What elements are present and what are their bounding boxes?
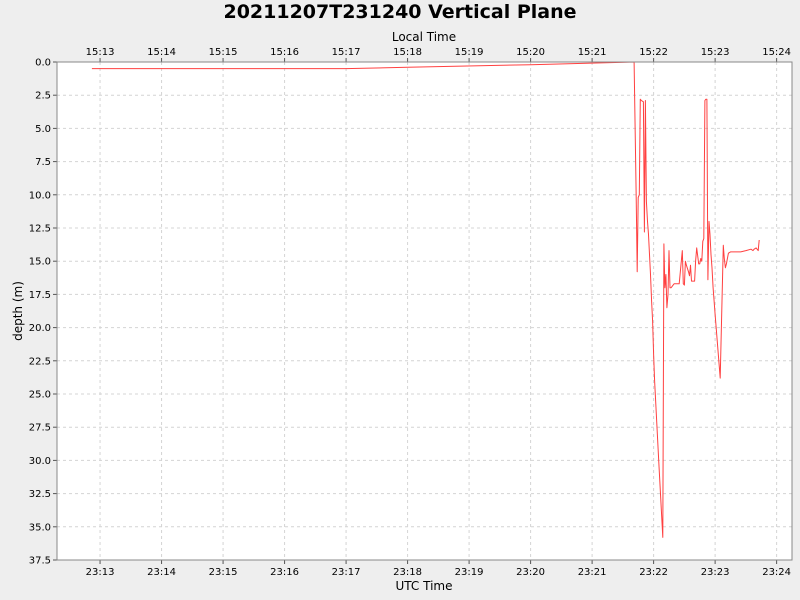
y-tick-label: 35.0 xyxy=(29,522,51,533)
x2-tick-label: 15:24 xyxy=(762,47,791,58)
x2-tick-label: 15:21 xyxy=(578,47,607,58)
y-tick-label: 27.5 xyxy=(29,423,51,434)
y-tick-label: 32.5 xyxy=(29,489,51,500)
x-tick-label: 23:19 xyxy=(455,567,484,578)
series-layer xyxy=(91,61,760,538)
x-tick-label: 23:24 xyxy=(762,567,791,578)
depth-series-line xyxy=(91,61,760,538)
y-tick-label: 22.5 xyxy=(29,356,51,367)
x2-tick-label: 15:16 xyxy=(270,47,299,58)
y-tick-label: 15.0 xyxy=(29,257,51,268)
axis-ticks xyxy=(53,58,778,564)
y-tick-label: 20.0 xyxy=(29,323,51,334)
y-tick-label: 7.5 xyxy=(35,157,51,168)
y-tick-label: 10.0 xyxy=(29,190,51,201)
x2-tick-label: 15:18 xyxy=(393,47,422,58)
local-time-axis-label: Local Time xyxy=(392,30,456,44)
x2-tick-label: 15:19 xyxy=(455,47,484,58)
x-tick-label: 23:17 xyxy=(332,567,361,578)
y-tick-label: 5.0 xyxy=(35,124,51,135)
x2-tick-label: 15:15 xyxy=(209,47,238,58)
y-tick-label: 12.5 xyxy=(29,224,51,235)
y-tick-label: 37.5 xyxy=(29,556,51,567)
x2-tick-label: 15:14 xyxy=(147,47,176,58)
x-tick-label: 23:23 xyxy=(701,567,730,578)
x-tick-label: 23:15 xyxy=(209,567,238,578)
y-tick-label: 17.5 xyxy=(29,290,51,301)
plot-border xyxy=(56,61,793,561)
chart-title: 20211207T231240 Vertical Plane xyxy=(223,1,576,23)
x-tick-label: 23:18 xyxy=(393,567,422,578)
y-tick-label: 30.0 xyxy=(29,456,51,467)
x2-tick-label: 15:23 xyxy=(701,47,730,58)
plot-area xyxy=(57,62,792,560)
x-tick-label: 23:16 xyxy=(270,567,299,578)
y-tick-label: 25.0 xyxy=(29,390,51,401)
x2-tick-label: 15:17 xyxy=(332,47,361,58)
utc-time-axis-label: UTC Time xyxy=(396,579,453,593)
x-tick-label: 23:13 xyxy=(86,567,115,578)
x-tick-label: 23:22 xyxy=(639,567,668,578)
grid xyxy=(57,61,792,561)
y-tick-label: 2.5 xyxy=(35,91,51,102)
x-tick-label: 23:14 xyxy=(147,567,176,578)
x-tick-label: 23:21 xyxy=(578,567,607,578)
tick-labels: 23:13 15:13 23:14 15:14 23:15 15:15 23:16 15:16… xyxy=(29,47,791,578)
x2-tick-label: 15:13 xyxy=(86,47,115,58)
x2-tick-label: 15:22 xyxy=(639,47,668,58)
x-tick-label: 23:20 xyxy=(516,567,545,578)
depth-axis-label: depth (m) xyxy=(11,281,25,341)
x2-tick-label: 15:20 xyxy=(516,47,545,58)
y-tick-label: 0.0 xyxy=(35,58,51,69)
